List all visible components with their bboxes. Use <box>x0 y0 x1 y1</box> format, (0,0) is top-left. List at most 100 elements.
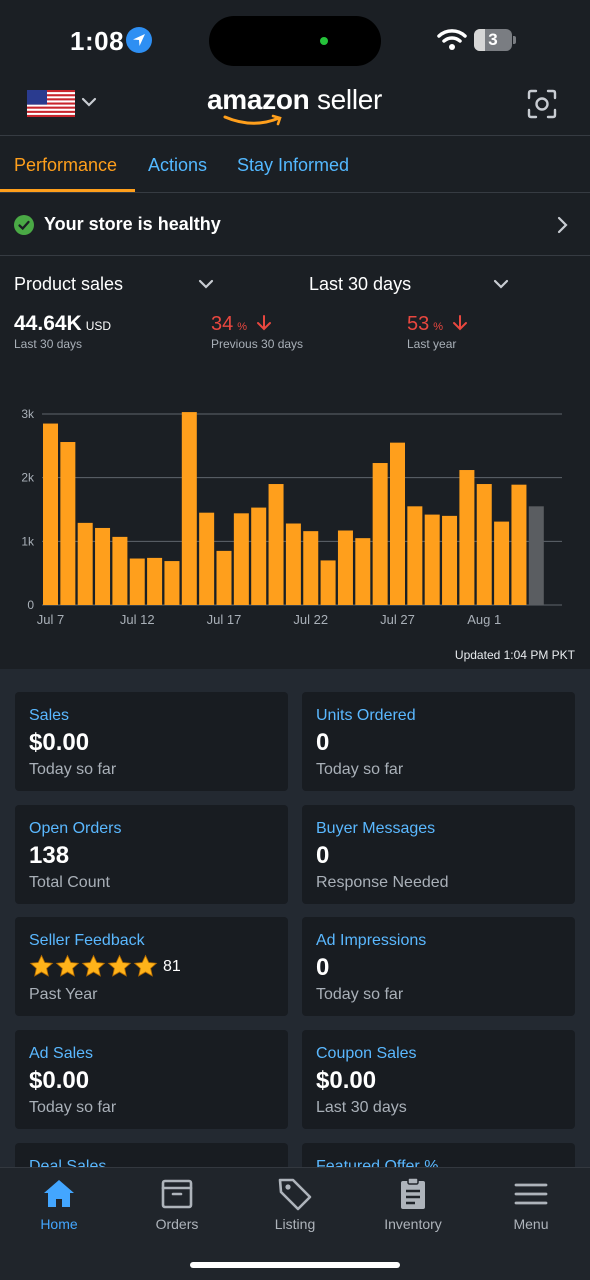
x-tick-label: Jul 22 <box>293 612 328 627</box>
card-title: Sales <box>29 707 70 724</box>
chevron-down-icon[interactable] <box>198 278 214 290</box>
card-deal-sales[interactable]: Deal Sales <box>15 1143 288 1167</box>
chart-bar <box>494 521 510 605</box>
clipboard-icon <box>401 1177 425 1209</box>
bottom-nav: Home Orders Listing Inventory Menu <box>0 1167 590 1280</box>
chart-bar <box>60 442 76 605</box>
chart-bar <box>320 560 336 605</box>
last-year-label: Last year <box>407 337 457 351</box>
chart-bar <box>199 512 215 605</box>
tab-stay-informed[interactable]: Stay Informed <box>237 155 350 175</box>
chart-bar <box>95 527 111 605</box>
x-tick-label: Jul 7 <box>37 612 64 627</box>
chart-bar <box>303 531 319 605</box>
nav-menu[interactable]: Menu <box>472 1168 590 1248</box>
y-tick-label: 1k <box>21 534 35 548</box>
nav-home[interactable]: Home <box>0 1168 118 1248</box>
chart-bar <box>285 523 301 605</box>
nav-inventory[interactable]: Inventory <box>354 1168 472 1248</box>
chart-bar <box>129 558 145 605</box>
card-subtitle: Last 30 days <box>316 1099 407 1116</box>
star-icon <box>55 954 80 977</box>
card-value: $0.00 <box>29 729 90 756</box>
sales-total: 44.64K USD <box>14 312 112 335</box>
card-coupon-sales[interactable]: Coupon Sales $0.00 Last 30 days <box>302 1030 575 1129</box>
card-title: Seller Feedback <box>29 932 145 949</box>
chart-bar <box>390 442 405 605</box>
date-range-selector[interactable]: Last 30 days <box>309 274 412 294</box>
x-tick-label: Aug 1 <box>467 612 501 627</box>
orders-box-icon <box>161 1179 193 1209</box>
x-tick-label: Jul 12 <box>120 612 155 627</box>
card-units-ordered[interactable]: Units Ordered 0 Today so far <box>302 692 575 791</box>
location-arrow-icon <box>126 27 152 53</box>
chart-bar <box>476 484 492 605</box>
card-value: 0 <box>316 842 330 869</box>
tab-performance[interactable]: Performance <box>14 155 118 175</box>
card-value: 0 <box>316 729 330 756</box>
chart-bar <box>459 470 475 605</box>
x-tick-label: Jul 27 <box>380 612 415 627</box>
nav-label: Inventory <box>384 1216 442 1232</box>
star-icon <box>107 954 132 977</box>
nav-orders[interactable]: Orders <box>118 1168 236 1248</box>
chart-bar <box>251 507 267 605</box>
chart-bar <box>147 557 163 605</box>
chart-bar <box>407 506 423 605</box>
card-title: Open Orders <box>29 820 122 837</box>
us-flag-icon[interactable] <box>27 90 75 117</box>
battery-level: 3 <box>488 30 498 49</box>
dynamic-island <box>209 16 381 66</box>
chart-bar <box>372 463 388 605</box>
card-featured-offer[interactable]: Featured Offer % <box>302 1143 575 1167</box>
chart-bar <box>442 515 458 605</box>
card-subtitle: Today so far <box>29 761 117 778</box>
card-seller-feedback[interactable]: Seller Feedback 81 Past Year <box>15 917 288 1016</box>
status-time: 1:08 <box>70 26 125 56</box>
chart-bar <box>216 550 232 605</box>
status-bar: 1:08 3 <box>0 0 590 80</box>
card-title: Ad Impressions <box>316 932 427 949</box>
star-icon <box>81 954 106 977</box>
scan-icon[interactable] <box>527 89 557 119</box>
sales-chart[interactable]: 0 1k 2k 3k Jul 7 Jul 12 Jul 17 Jul 22 Jul 27 Aug … <box>0 395 590 635</box>
home-indicator <box>190 1262 400 1268</box>
card-sales[interactable]: Sales $0.00 Today so far <box>15 692 288 791</box>
chevron-down-icon[interactable] <box>493 278 509 290</box>
card-subtitle: Response Needed <box>316 874 449 891</box>
card-value: 138 <box>29 842 70 869</box>
chart-bar <box>164 561 180 605</box>
metric-selector[interactable]: Product sales <box>14 274 124 294</box>
chart-bar <box>424 514 440 605</box>
chart-bar <box>528 506 544 605</box>
card-subtitle: Today so far <box>316 986 404 1003</box>
chart-bar <box>112 536 128 605</box>
card-subtitle: Past Year <box>29 986 98 1003</box>
card-value: 0 <box>316 954 330 981</box>
card-open-orders[interactable]: Open Orders 138 Total Count <box>15 805 288 904</box>
y-tick-label: 2k <box>21 471 35 485</box>
home-icon <box>44 1180 74 1207</box>
card-ad-sales[interactable]: Ad Sales $0.00 Today so far <box>15 1030 288 1129</box>
card-title: Ad Sales <box>29 1045 94 1062</box>
sales-total-label: Last 30 days <box>14 337 83 351</box>
nav-listing[interactable]: Listing <box>236 1168 354 1248</box>
card-buyer-messages[interactable]: Buyer Messages 0 Response Needed <box>302 805 575 904</box>
store-health-row[interactable]: Your store is healthy <box>0 194 590 256</box>
metrics-grid: Sales $0.00 Today so far Units Ordered 0… <box>0 669 590 1167</box>
sales-bar-chart: 0 1k 2k 3k Jul 7 Jul 12 Jul 17 Jul 22 Jul 27 Aug … <box>21 407 562 627</box>
star-icon <box>133 954 158 977</box>
chevron-down-icon[interactable] <box>81 96 97 108</box>
nav-label: Menu <box>513 1216 549 1232</box>
chart-bar <box>337 530 353 605</box>
amazon-seller-logo: amazon seller <box>207 84 382 126</box>
nav-label: Orders <box>155 1216 199 1232</box>
card-subtitle: Total Count <box>29 874 110 891</box>
amazon-smile-icon <box>223 114 282 126</box>
nav-label: Listing <box>274 1216 316 1232</box>
tab-actions[interactable]: Actions <box>148 155 208 175</box>
active-tab-indicator <box>0 189 135 192</box>
card-ad-impressions[interactable]: Ad Impressions 0 Today so far <box>302 917 575 1016</box>
app-header: amazon seller <box>0 80 590 136</box>
card-title: Featured Offer % <box>316 1158 439 1167</box>
